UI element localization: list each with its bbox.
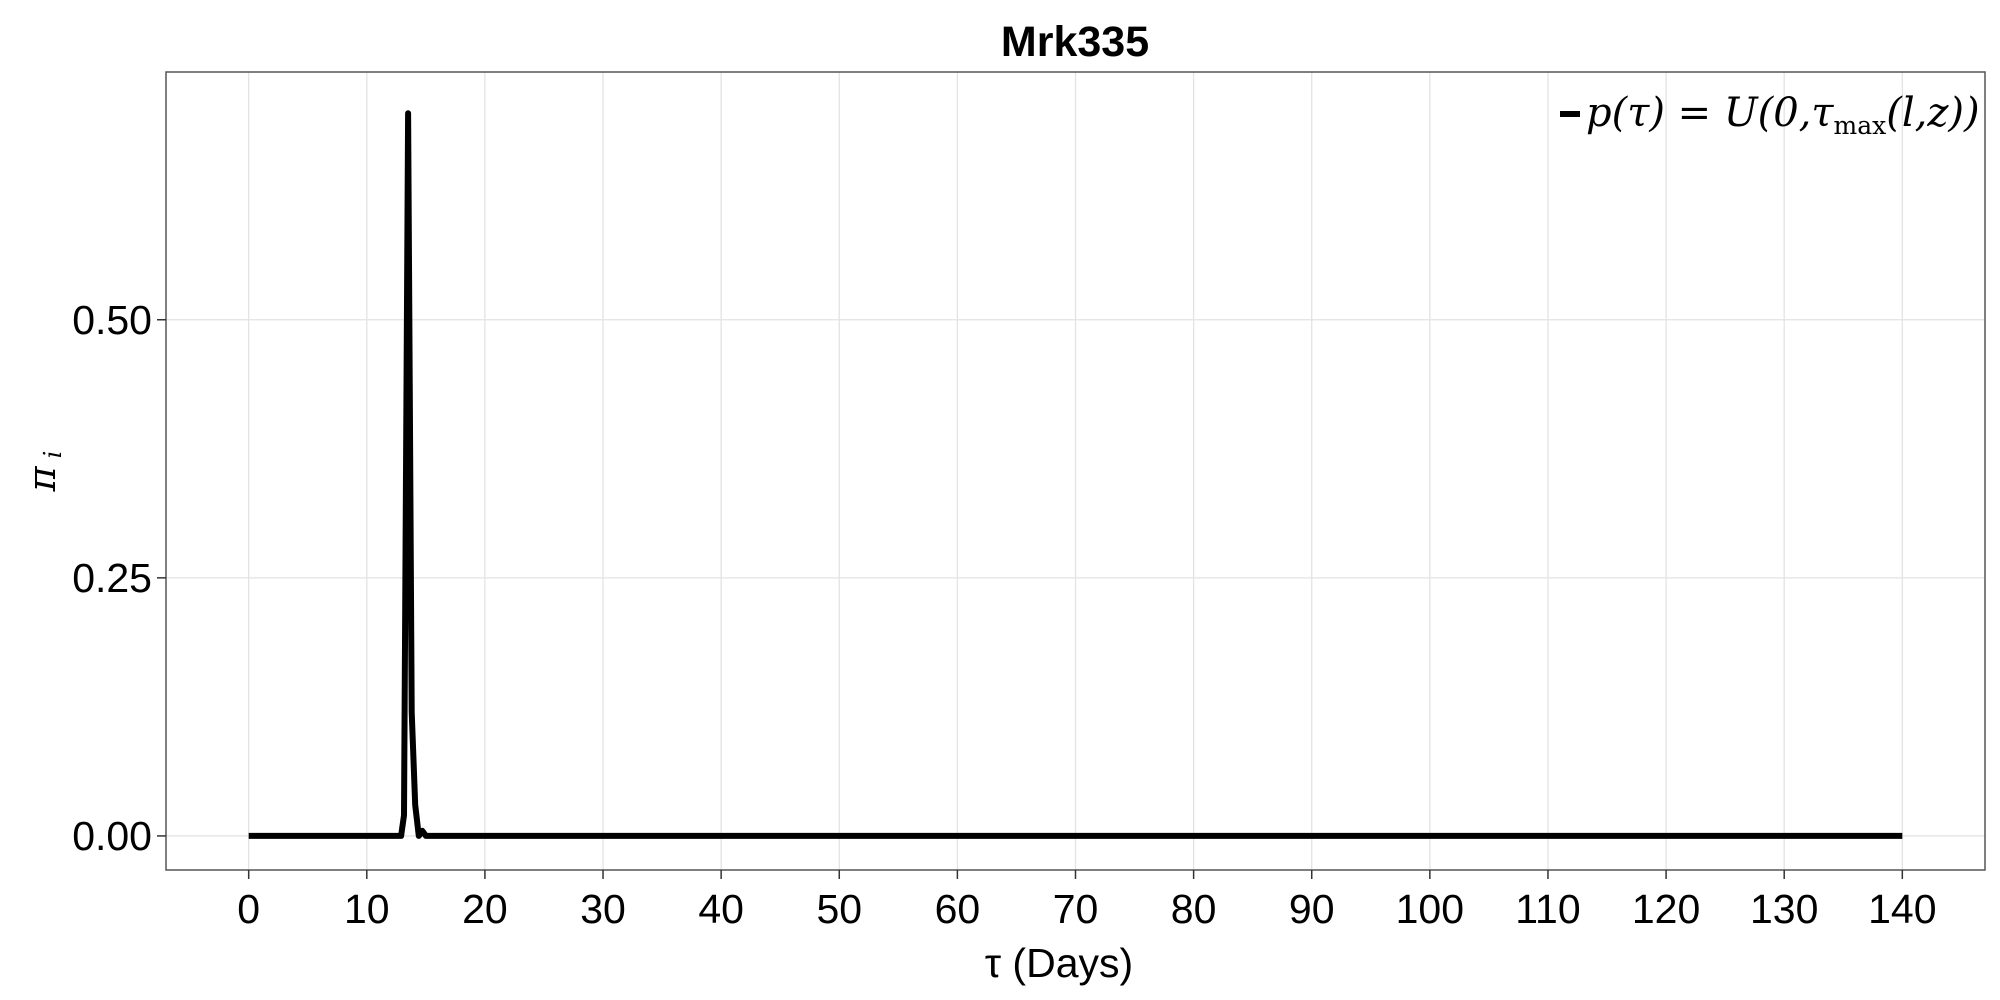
x-tick-label: 120 [1632, 886, 1700, 932]
x-axis-label: τ (Days) [985, 940, 1133, 986]
x-tick-label: 90 [1289, 886, 1335, 932]
y-axis-label-sub: i [39, 451, 67, 459]
y-tick-label: 0.50 [72, 297, 152, 343]
y-axis-label: πi [20, 451, 67, 493]
y-tick-label: 0.25 [72, 555, 152, 601]
series-line [248, 110, 1903, 839]
x-tick-label: 100 [1396, 886, 1464, 932]
y-tick-label: 0.00 [72, 813, 152, 859]
x-axis-ticks: 0 10 20 30 40 50 60 70 80 90 100 110 120 130 140 [237, 870, 1937, 932]
series-layer [248, 110, 1903, 839]
x-tick-label: 40 [698, 886, 744, 932]
x-tick-label: 80 [1171, 886, 1217, 932]
x-tick-label: 110 [1515, 886, 1580, 932]
x-tick-label: 30 [580, 886, 626, 932]
chart-title: Mrk335 [1001, 18, 1149, 66]
legend-label-pre: p(τ) = U(0,τ [1586, 90, 1834, 136]
legend-label: p(τ) = U(0,τmax(l,z)) [1586, 90, 1980, 140]
y-axis-label-base: π [20, 465, 64, 492]
grid-lines [166, 72, 1985, 870]
x-tick-label: 140 [1868, 886, 1936, 932]
x-tick-label: 70 [1053, 886, 1099, 932]
x-tick-label: 10 [344, 886, 390, 932]
legend-label-sub: max [1834, 111, 1887, 140]
legend: p(τ) = U(0,τmax(l,z)) [1560, 90, 1980, 140]
y-axis-ticks: 0.00 0.25 0.50 [72, 297, 166, 859]
x-tick-label: 130 [1750, 886, 1818, 932]
x-tick-label: 0 [237, 886, 260, 932]
legend-label-post: (l,z)) [1886, 90, 1979, 136]
x-tick-label: 50 [816, 886, 862, 932]
x-tick-label: 20 [462, 886, 508, 932]
x-tick-label: 60 [935, 886, 981, 932]
